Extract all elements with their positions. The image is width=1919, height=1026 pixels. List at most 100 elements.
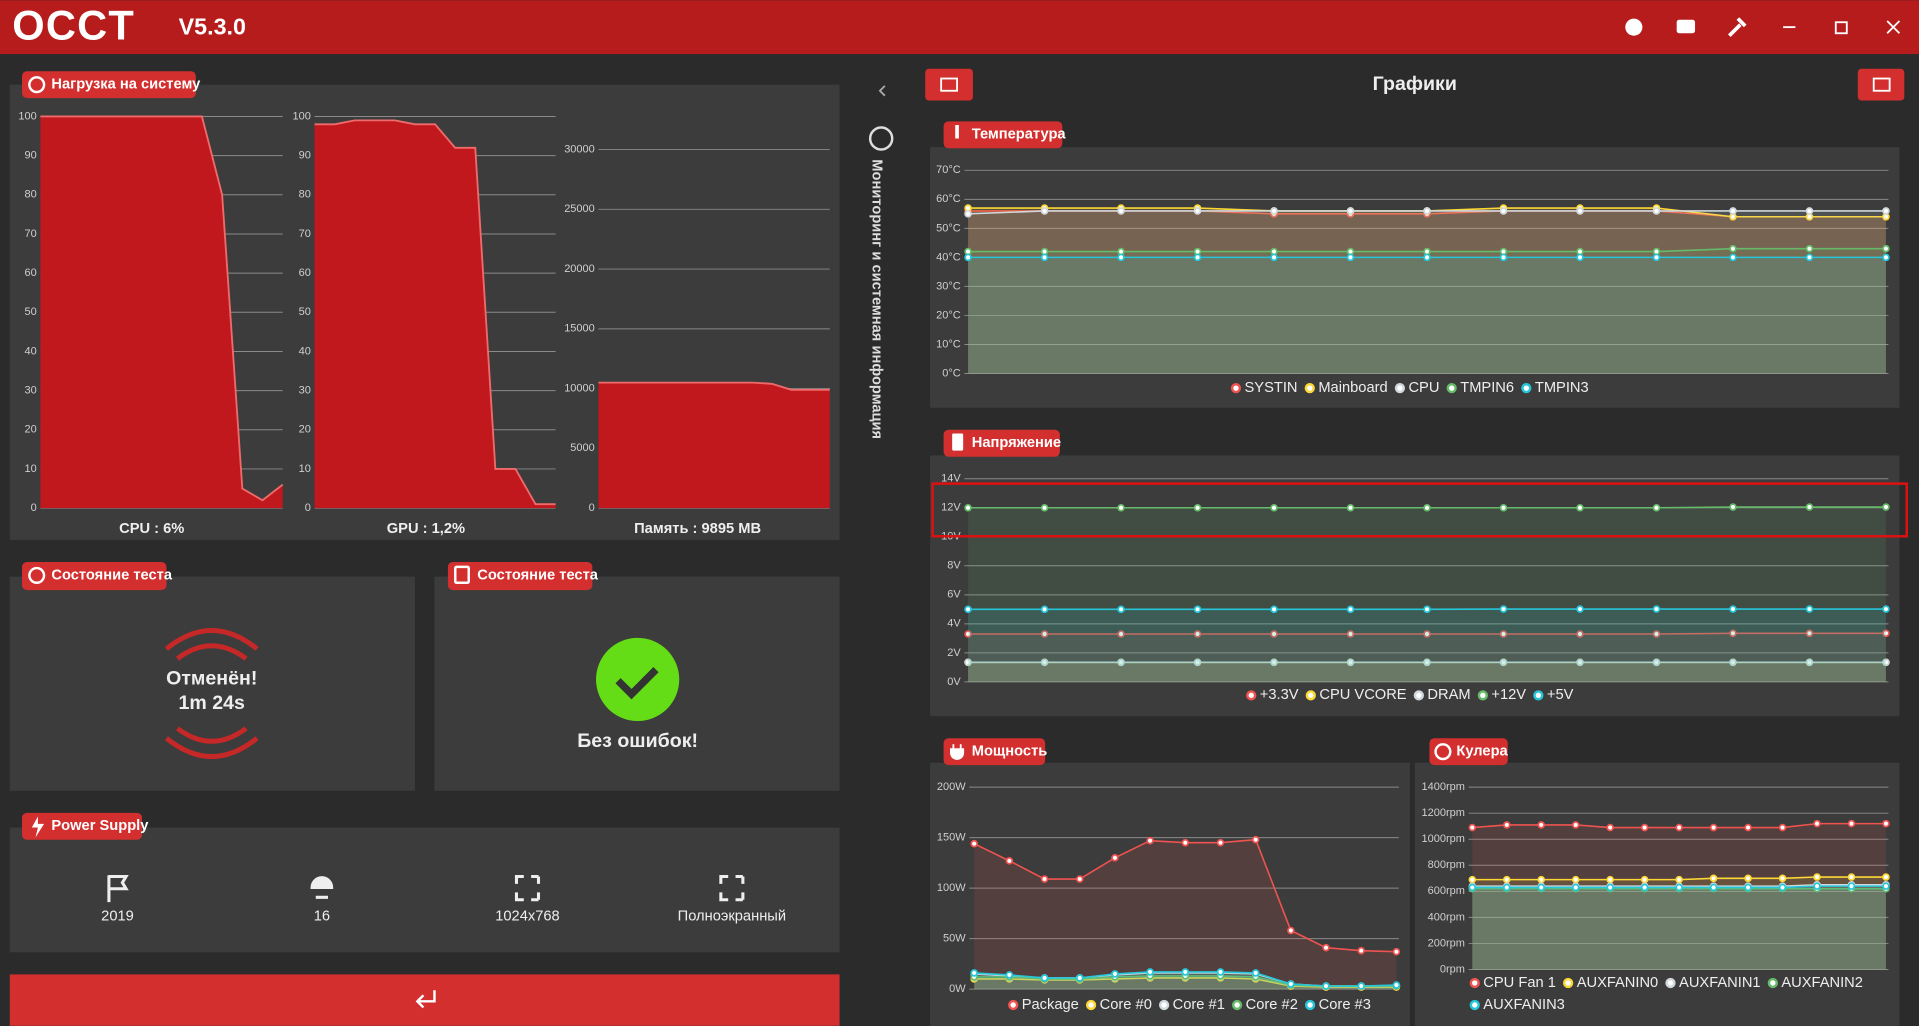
badge-icon [454, 565, 470, 584]
legend-marker [1477, 690, 1488, 701]
data-point [1813, 819, 1821, 828]
check-mark [615, 667, 659, 700]
data-point [1005, 857, 1014, 865]
data-point [1499, 207, 1508, 215]
data-point [1805, 253, 1814, 262]
y-tick-label: 4V [947, 618, 961, 630]
data-point [964, 605, 972, 614]
legend-item: DRAM [1413, 687, 1471, 703]
y-tick-label: 60°C [936, 193, 961, 205]
data-point [1423, 658, 1431, 667]
data-point [1423, 207, 1431, 215]
data-point [1357, 946, 1366, 955]
data-point [1744, 874, 1752, 883]
restore-button[interactable] [1834, 21, 1848, 35]
series-area [1472, 884, 1886, 970]
y-tick-label: 15000 [564, 323, 595, 335]
chart-title: Кулера [1456, 744, 1508, 760]
test-status: Отменён! [166, 668, 257, 690]
data-point [1640, 823, 1649, 832]
data-point [1040, 630, 1049, 638]
y-tick-label: 5000 [570, 442, 594, 454]
legend-item: Core #0 [1085, 997, 1152, 1013]
legend-item: +3.3V [1246, 687, 1299, 703]
legend-marker [1665, 977, 1676, 989]
panel [930, 455, 1900, 717]
data-point [1729, 658, 1737, 667]
badge [447, 561, 593, 591]
enter-icon [415, 990, 436, 1009]
settings-button[interactable] [1728, 17, 1747, 37]
info-button[interactable] [1625, 18, 1643, 36]
legend-marker [1305, 690, 1316, 701]
y-tick-label: 0W [949, 983, 966, 995]
data-point [1729, 244, 1737, 253]
collapse-button[interactable] [878, 85, 886, 97]
data-point [1117, 253, 1125, 262]
ps-item: 16 [314, 909, 330, 925]
version: V5.3.0 [179, 13, 246, 39]
badge [943, 738, 1046, 766]
data-point [1251, 835, 1260, 844]
export-button[interactable] [1857, 68, 1905, 101]
data-point [1468, 875, 1477, 884]
data-point [1117, 503, 1125, 512]
data-point [964, 210, 972, 218]
data-point [1882, 658, 1890, 667]
legend: CPU Fan 1 AUXFANIN0 AUXFANIN1 AUXFANIN2 AUXF… [1469, 975, 1863, 1013]
data-point [964, 253, 972, 262]
y-tick-label: 10°C [936, 338, 961, 350]
data-point [1778, 823, 1787, 832]
legend-marker [1304, 383, 1315, 394]
data-point [1744, 823, 1752, 832]
data-point [1576, 658, 1584, 667]
y-tick-label: 50 [299, 306, 311, 318]
data-point [1040, 875, 1049, 883]
data-point [1882, 244, 1890, 253]
y-tick-label: 80 [299, 189, 311, 201]
data-point [1729, 207, 1737, 215]
y-tick-label: 8V [947, 560, 961, 572]
y-tick-label: 20°C [936, 309, 961, 321]
panel [1414, 762, 1900, 1026]
data-point [1193, 630, 1202, 638]
legend-label: SYSTIN [1245, 380, 1298, 396]
sidebar-label[interactable]: Мониторинг и системная информация [868, 159, 884, 439]
series-area [1472, 888, 1886, 970]
data-point [1392, 981, 1401, 989]
legend-label: AUXFANIN0 [1577, 975, 1659, 991]
data-point [1675, 875, 1683, 884]
screenshot-button[interactable] [1676, 19, 1696, 34]
chart-title: Температура [972, 127, 1067, 143]
legend-item: TMPIN3 [1521, 380, 1589, 396]
data-point [1499, 503, 1508, 512]
chart-label: Память : 9895 MB [634, 521, 761, 537]
legend: +3.3V CPU VCORE DRAM +12V +5V [1246, 687, 1574, 703]
legend-marker [1008, 999, 1019, 1011]
data-point [1882, 207, 1890, 215]
badge-icon [28, 566, 46, 584]
close-button[interactable] [1886, 20, 1901, 34]
y-tick-label: 100W [937, 882, 966, 894]
data-point [1193, 503, 1202, 512]
legend-label: +12V [1491, 687, 1526, 703]
legend-marker [1158, 999, 1170, 1011]
data-point [1468, 883, 1477, 892]
legend-item: Mainboard [1304, 380, 1388, 396]
toggle-button[interactable] [925, 68, 973, 101]
data-point [1423, 630, 1431, 638]
badge [22, 561, 167, 591]
load-line [598, 381, 830, 391]
data-point [1606, 883, 1614, 892]
data-point [1146, 968, 1154, 976]
data-point [1882, 873, 1890, 881]
y-tick-label: 50W [943, 933, 966, 945]
y-tick-label: 60 [24, 267, 36, 279]
y-tick-label: 1000rpm [1422, 833, 1465, 845]
legend-marker [1394, 383, 1406, 394]
data-point [1571, 875, 1580, 884]
series-area [968, 257, 1886, 374]
data-point [1423, 605, 1431, 614]
data-point [1778, 883, 1787, 892]
data-point [1040, 974, 1049, 982]
